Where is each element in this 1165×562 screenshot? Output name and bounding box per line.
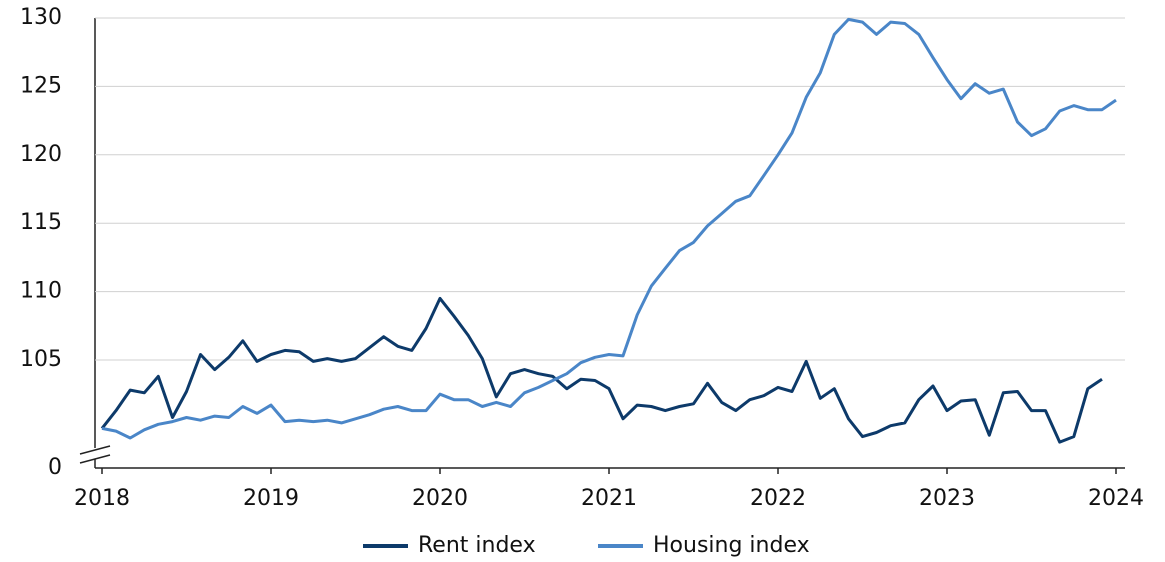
- x-tick-label: 2019: [243, 486, 299, 511]
- x-tick-label: 2021: [581, 486, 637, 511]
- x-tick-label: 2022: [750, 486, 806, 511]
- y-tick-label: 130: [20, 5, 62, 30]
- axis-break: [79, 445, 111, 455]
- y-tick-label: 125: [20, 73, 62, 98]
- x-tick-label: 2024: [1088, 486, 1144, 511]
- axis-break: [79, 454, 111, 464]
- y-tick-label: 120: [20, 142, 62, 167]
- y-tick-label: 115: [20, 210, 62, 235]
- y-tick-label: 110: [20, 279, 62, 304]
- series-line: [100, 296, 1103, 444]
- legend-label: Rent index: [418, 533, 536, 558]
- legend-label: Housing index: [653, 533, 810, 558]
- x-tick-label: 2023: [919, 486, 975, 511]
- x-tick-label: 2018: [74, 486, 130, 511]
- x-tick-label: 2020: [412, 486, 468, 511]
- series-line: [101, 17, 1117, 440]
- y-tick-label: 105: [20, 347, 62, 372]
- y-tick-label: 0: [48, 455, 62, 480]
